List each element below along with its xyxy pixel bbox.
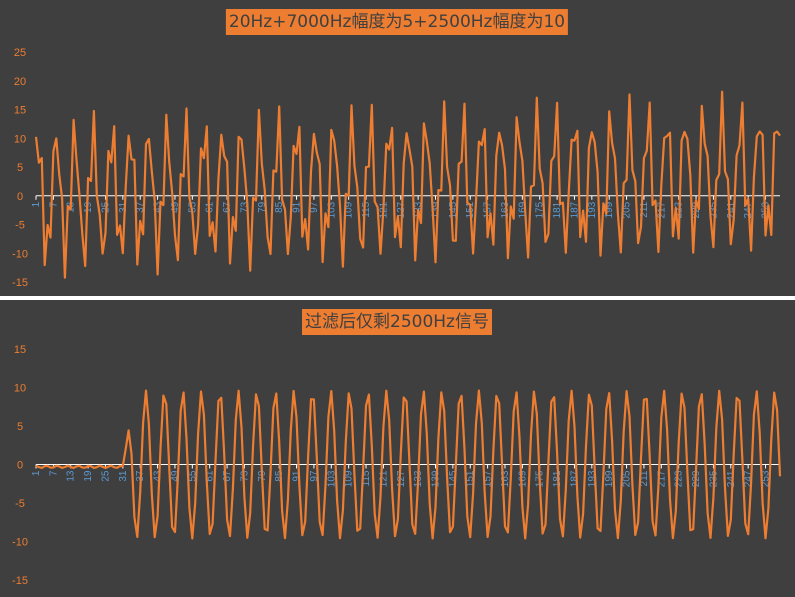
y-tick-label: 15 [14,105,26,117]
x-tick-label: 115 [361,201,372,217]
y-tick-label: 20 [14,76,26,88]
x-tick-label: 145 [448,201,459,218]
x-tick-label: 121 [378,470,389,487]
x-tick-label: 193 [587,470,598,487]
x-tick-label: 43 [153,470,164,482]
x-tick-label: 157 [483,470,494,487]
chart-panel-top: 20Hz+7000Hz幅度为5+2500Hz幅度为10 -15 -10 -5 0 5 10… [0,0,795,296]
y-tick-label: 0 [17,191,23,203]
x-tick-label: 199 [604,470,615,487]
y-tick-label: -10 [12,248,28,260]
x-tick-label: 241 [726,470,737,487]
x-tick-label: 199 [604,201,615,218]
x-tick-label: 109 [344,201,355,218]
x-tick-label: 211 [639,470,650,486]
x-tick-label: 205 [622,201,633,218]
x-tick-label: 73 [239,470,250,482]
x-tick-label: 55 [187,470,198,482]
x-tick-label: 187 [569,201,580,218]
x-tick-label: 157 [483,201,494,218]
y-tick-label: 5 [17,162,23,174]
x-tick-label: 19 [83,201,94,213]
y-tick-label: 10 [14,383,26,395]
x-tick-label: 91 [292,470,303,482]
x-tick-label: 31 [118,201,129,213]
x-tick-label: 205 [622,470,633,487]
x-tick-label: 181 [552,201,563,218]
x-tick-label: 115 [361,470,372,486]
x-tick-label: 97 [309,201,320,213]
y-tick-label: 15 [14,344,26,356]
y-tick-label: 5 [17,421,23,433]
x-tick-label: 31 [118,470,129,482]
x-tick-label: 103 [326,201,337,218]
x-tick-label: 193 [587,201,598,218]
y-tick-label: -15 [12,277,28,289]
y-tick-label: 0 [17,460,23,472]
chart-title: 20Hz+7000Hz幅度为5+2500Hz幅度为10 [225,9,569,35]
x-tick-label: 223 [674,470,685,487]
x-tick-label: 247 [743,470,754,487]
x-tick-label: 7 [48,201,59,207]
x-tick-label: 253 [761,201,772,218]
y-tick-label: -5 [15,498,25,510]
y-tick-label: -15 [12,575,28,587]
x-tick-label: 13 [66,470,77,482]
x-tick-label: 61 [205,201,216,213]
x-tick-label: 151 [465,470,476,487]
x-tick-label: 1 [31,201,42,207]
x-tick-label: 91 [292,201,303,213]
x-tick-label: 97 [309,470,320,482]
x-tick-label: 49 [170,201,181,213]
x-tick-label: 127 [396,470,407,487]
x-tick-label: 43 [153,201,164,213]
x-tick-label: 7 [48,470,59,476]
x-tick-label: 139 [431,201,442,218]
x-tick-label: 85 [274,201,285,213]
x-tick-label: 169 [517,470,528,487]
x-tick-label: 79 [257,201,268,213]
x-tick-label: 187 [569,470,580,487]
x-tick-label: 37 [135,201,146,213]
x-tick-label: 145 [448,470,459,487]
x-tick-label: 211 [639,201,650,217]
y-tick-label: -5 [15,220,25,232]
y-tick-label: 25 [14,47,26,59]
x-tick-label: 25 [100,470,111,482]
x-tick-label: 61 [205,470,216,482]
chart-panel-bottom: 过滤后仅剩2500Hz信号 -15 -10 -5 0 5 10 15 1 7 13 19 25 31 37… [0,300,795,597]
x-tick-label: 217 [656,201,667,218]
x-tick-label: 103 [326,470,337,487]
x-tick-label: 169 [517,201,528,218]
chart-title: 过滤后仅剩2500Hz信号 [302,309,492,335]
x-tick-label: 241 [726,201,737,218]
x-tick-label: 55 [187,201,198,213]
y-tick-label: 10 [14,133,26,145]
x-tick-label: 73 [239,201,250,213]
x-tick-label: 217 [656,470,667,487]
x-tick-label: 109 [344,470,355,487]
x-tick-label: 253 [761,470,772,487]
x-tick-label: 49 [170,470,181,482]
series-line [34,90,781,279]
x-tick-label: 19 [83,470,94,482]
x-tick-label: 1 [31,470,42,476]
y-tick-label: -10 [12,537,28,549]
series-line [35,389,782,540]
x-tick-label: 163 [500,470,511,487]
x-tick-label: 175 [535,201,546,218]
x-tick-label: 67 [222,470,233,482]
